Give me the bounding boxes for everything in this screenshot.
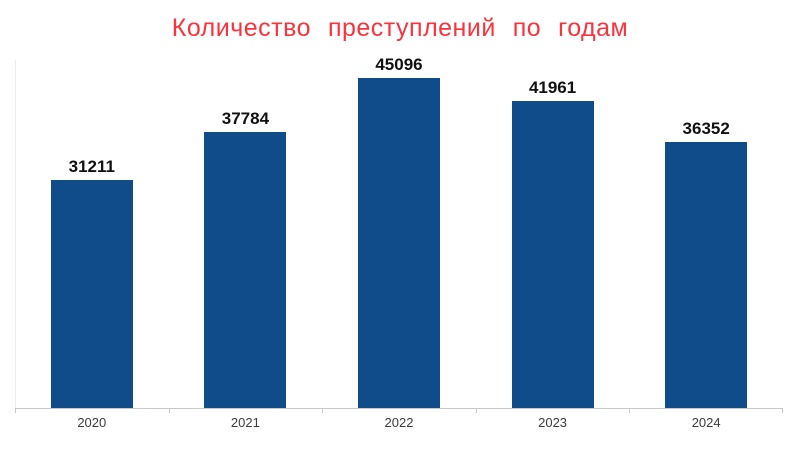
bar-column-2023: 41961 (476, 79, 630, 408)
bar-value-label-2020: 31211 (68, 157, 115, 176)
x-axis-label-2023: 2023 (538, 415, 568, 430)
bar-2021 (204, 132, 287, 408)
x-axis-label-2021: 2021 (230, 415, 260, 430)
bar-2024 (665, 142, 748, 408)
x-axis-label-2022: 2022 (384, 415, 414, 430)
bar-value-label-2022: 45096 (375, 55, 423, 74)
bar-column-2020: 31211 (15, 158, 169, 408)
bar-value-label-2024: 36352 (682, 119, 730, 138)
x-axis-label-2020: 2020 (77, 415, 107, 430)
chart-title: Количество преступлений по годам (171, 14, 629, 42)
bar-2022 (357, 78, 440, 408)
bar-2020 (50, 180, 133, 408)
bar-2023 (511, 101, 594, 408)
plot-area: 31211 37784 45096 41961 36352 (15, 56, 783, 413)
x-axis-line (15, 408, 783, 409)
bar-column-2024: 36352 (629, 120, 783, 408)
bars-container: 31211 37784 45096 41961 36352 (15, 56, 783, 408)
y-axis-line (15, 60, 16, 408)
bar-value-label-2021: 37784 (221, 109, 270, 128)
bar-column-2021: 37784 (169, 110, 323, 408)
x-axis-labels: 2020 2021 2022 2023 2024 (15, 415, 783, 430)
x-axis-label-2024: 2024 (691, 415, 721, 430)
bar-column-2022: 45096 (322, 56, 476, 408)
bar-value-label-2023: 41961 (528, 78, 577, 97)
